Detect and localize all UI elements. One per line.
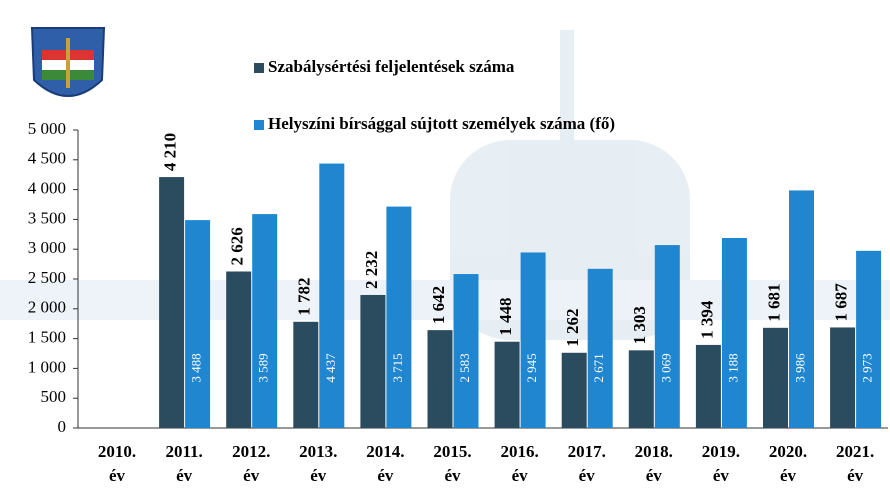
bar bbox=[721, 237, 747, 428]
x-tick-label: 2010. év bbox=[97, 442, 137, 485]
bar bbox=[159, 177, 185, 428]
y-tick-label: 4 000 bbox=[28, 179, 66, 198]
bar bbox=[293, 321, 319, 428]
legend-swatch bbox=[254, 120, 264, 130]
x-tick-label: 2013. év bbox=[299, 442, 338, 485]
x-tick-label: 2018. év bbox=[634, 442, 673, 485]
data-label: 1 642 bbox=[429, 286, 448, 324]
x-tick-label: 2015. év bbox=[433, 442, 472, 485]
x-tick-label: 2016. év bbox=[500, 442, 539, 485]
data-label: 3 986 bbox=[792, 353, 807, 383]
bar bbox=[494, 341, 520, 428]
data-label: 1 303 bbox=[630, 306, 649, 344]
bar bbox=[226, 271, 252, 428]
y-tick-label: 1 500 bbox=[28, 328, 66, 347]
y-tick-label: 5 000 bbox=[28, 119, 66, 138]
y-tick-label: 3 000 bbox=[28, 238, 66, 257]
bar bbox=[695, 344, 721, 428]
bar bbox=[252, 214, 278, 428]
data-label: 2 945 bbox=[524, 353, 539, 382]
y-tick-label: 4 500 bbox=[28, 149, 66, 168]
data-label: 1 394 bbox=[697, 300, 716, 339]
bar bbox=[789, 190, 814, 428]
data-label: 2 626 bbox=[228, 227, 247, 265]
y-tick-label: 2 000 bbox=[28, 298, 66, 317]
x-tick-label: 2011. év bbox=[165, 442, 203, 485]
x-tick-label: 2021. év bbox=[835, 442, 875, 485]
data-label: 2 232 bbox=[362, 251, 381, 289]
data-label: 3 589 bbox=[256, 353, 271, 382]
x-tick-label: 2020. év bbox=[768, 442, 808, 485]
bar bbox=[561, 352, 587, 428]
bar bbox=[763, 327, 788, 428]
data-label: 1 681 bbox=[764, 284, 783, 322]
bar bbox=[386, 206, 412, 428]
data-label: 3 069 bbox=[658, 353, 673, 382]
data-label: 1 448 bbox=[496, 297, 515, 335]
bar bbox=[453, 274, 479, 428]
data-label: 3 188 bbox=[725, 353, 740, 382]
x-tick-label: 2017. év bbox=[567, 442, 606, 485]
bar bbox=[628, 350, 654, 428]
x-tick-label: 2014. év bbox=[366, 442, 405, 485]
data-label: 1 782 bbox=[295, 278, 314, 316]
data-label: 3 488 bbox=[189, 353, 204, 382]
data-label: 1 687 bbox=[832, 283, 851, 322]
y-tick-label: 0 bbox=[58, 417, 67, 436]
data-label: 3 715 bbox=[390, 353, 405, 382]
bar bbox=[856, 250, 882, 428]
data-label: 2 671 bbox=[591, 353, 606, 382]
data-label: 4 210 bbox=[161, 133, 180, 171]
y-tick-label: 2 500 bbox=[28, 268, 66, 287]
y-tick-label: 500 bbox=[41, 387, 67, 406]
data-label: 4 437 bbox=[323, 353, 338, 383]
bar bbox=[360, 294, 386, 428]
x-tick-label: 2019. év bbox=[701, 442, 741, 485]
data-label: 1 262 bbox=[563, 309, 582, 347]
data-label: 2 583 bbox=[457, 353, 472, 382]
logo bbox=[30, 27, 106, 97]
legend-label: Helyszíni bírsággal sújtott személyek sz… bbox=[268, 114, 615, 133]
bar bbox=[830, 327, 856, 428]
legend-swatch bbox=[254, 63, 264, 73]
bar bbox=[587, 268, 613, 428]
bar bbox=[185, 220, 211, 428]
legend-label: Szabálysértési feljelentések száma bbox=[268, 57, 515, 76]
x-tick-label: 2012. év bbox=[232, 442, 271, 485]
bar bbox=[319, 163, 345, 428]
y-tick-label: 3 500 bbox=[28, 208, 66, 227]
data-label: 2 973 bbox=[860, 353, 875, 382]
bar bbox=[427, 330, 453, 428]
bar bbox=[520, 252, 546, 428]
y-tick-label: 1 000 bbox=[28, 357, 66, 376]
bar bbox=[654, 245, 680, 428]
